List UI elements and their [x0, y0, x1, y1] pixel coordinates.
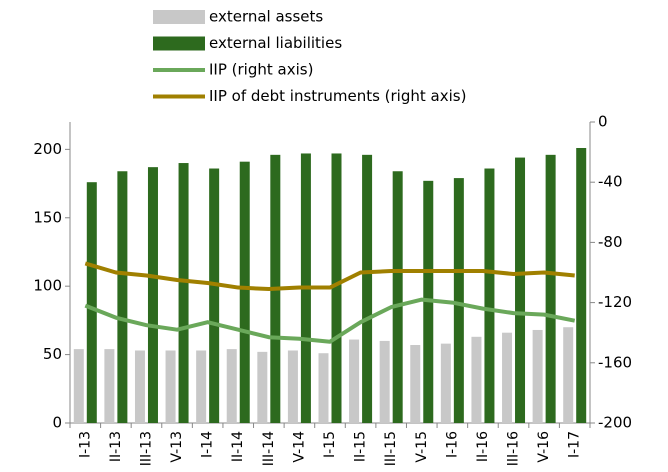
x-tick-label: II-14	[230, 431, 246, 462]
x-tick-label: II-15	[353, 431, 369, 462]
bar	[86, 182, 97, 423]
x-tick-label: III-13	[138, 431, 154, 466]
bar	[379, 340, 390, 423]
bar	[515, 157, 526, 423]
x-tick-label: I-14	[200, 431, 216, 458]
bar	[104, 349, 115, 423]
bar	[117, 171, 128, 423]
y-tick-label: 50	[43, 345, 62, 363]
line	[84, 297, 576, 344]
bar	[362, 154, 373, 423]
y-tick-label: 100	[33, 277, 62, 295]
bar	[453, 178, 464, 423]
y-tick-label: 200	[33, 140, 62, 158]
x-tick-label: I-15	[322, 431, 338, 458]
bar	[73, 349, 84, 423]
bar	[502, 332, 513, 423]
legend-label: IIP of debt instruments (right axis)	[209, 87, 466, 105]
y2-tick-label: -120	[598, 293, 632, 311]
bar	[196, 350, 207, 423]
bar	[178, 163, 189, 423]
bar	[545, 154, 556, 423]
bar	[287, 350, 298, 423]
legend-label: external liabilities	[209, 34, 342, 52]
x-tick-label: V-15	[414, 431, 430, 463]
bar	[471, 336, 482, 423]
bar	[440, 343, 451, 423]
y2-tick-label: -80	[598, 233, 623, 251]
legend-swatch	[153, 10, 205, 24]
bar	[484, 168, 495, 423]
x-tick-label: V-14	[291, 431, 307, 463]
x-tick-label: V-16	[536, 431, 552, 463]
x-tick-label: V-13	[169, 431, 185, 463]
bar	[392, 171, 403, 423]
bar	[532, 329, 543, 423]
y2-tick-label: 0	[598, 113, 608, 131]
bar	[239, 161, 250, 423]
bar	[349, 339, 360, 423]
x-tick-label: III-15	[383, 431, 399, 466]
bar	[318, 353, 329, 423]
bar	[134, 350, 145, 423]
bar	[331, 153, 342, 423]
y2-tick-label: -40	[598, 173, 623, 191]
bar	[563, 327, 574, 423]
legend-label: external assets	[209, 8, 323, 26]
bar	[410, 345, 421, 423]
x-tick-label: III-16	[506, 431, 522, 466]
bar	[209, 168, 220, 423]
legend-label: IIP (right axis)	[209, 61, 313, 79]
line	[84, 261, 575, 292]
bar	[257, 351, 268, 423]
bar	[165, 350, 176, 423]
x-tick-label: I-16	[444, 431, 460, 458]
legend-swatch	[153, 36, 205, 51]
y2-tick-label: -200	[598, 414, 632, 432]
y-tick-label: 150	[33, 208, 62, 226]
bar	[147, 167, 158, 423]
bar	[226, 349, 237, 423]
x-tick-label: I-17	[567, 431, 583, 458]
y2-tick-label: -160	[598, 353, 632, 371]
x-tick-label: I-13	[77, 431, 93, 458]
x-tick-label: II-16	[475, 431, 491, 462]
y-tick-label: 0	[52, 414, 62, 432]
x-tick-label: III-14	[261, 431, 277, 466]
x-tick-label: II-13	[108, 431, 124, 462]
bar	[576, 147, 587, 423]
